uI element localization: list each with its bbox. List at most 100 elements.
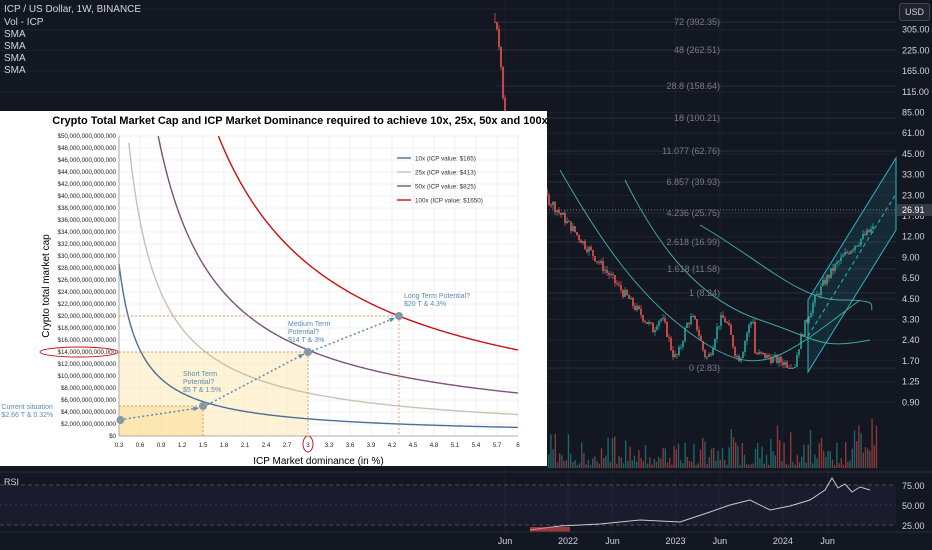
legend-label: 50x (ICP value: $825) (415, 184, 476, 191)
y-tick-label: $40,000,000,000,000 (58, 193, 117, 200)
volume-bar (631, 460, 633, 468)
volume-bar (662, 447, 664, 468)
x-tick-label: 1.2 (178, 442, 187, 449)
annotation-text: Long Term Potential? (404, 293, 470, 300)
volume-bar (845, 442, 847, 468)
indicator-sma-2[interactable]: SMA (4, 41, 26, 52)
y-tick-label: $32,000,000,000,000 (58, 241, 117, 248)
price-candle (720, 315, 722, 326)
volume-bar (765, 454, 768, 468)
price-candle (700, 336, 702, 341)
series-line-3 (157, 135, 519, 394)
current-price-tag (897, 204, 932, 216)
price-candle (550, 205, 552, 206)
price-candle (844, 252, 846, 255)
price-candle (786, 362, 788, 368)
volume-bar (796, 454, 798, 468)
volume-bar (728, 447, 730, 468)
volume-bar (719, 460, 721, 468)
price-candle (646, 322, 648, 324)
y-tick-label: $2,000,000,000,000 (61, 421, 117, 428)
volume-bar (587, 460, 589, 468)
legend-label: 100x (ICP value: $1650) (415, 198, 483, 205)
price-candle (838, 261, 840, 262)
volume-bar (842, 464, 845, 468)
y-tick-label: $18,000,000,000,000 (58, 325, 117, 332)
price-candle (716, 327, 718, 339)
price-candle (850, 251, 852, 254)
price-candle (872, 226, 874, 229)
fib-level-label: 11.077 (62.76) (662, 146, 720, 156)
fib-level-label: 4.236 (25.75) (666, 208, 720, 218)
volume-bar (563, 461, 565, 468)
price-candle (794, 367, 796, 368)
volume-bar (616, 464, 618, 468)
y-tick-label: $50,000,000,000,000 (58, 133, 117, 140)
price-axis-label: 1.25 (902, 377, 920, 387)
indicator-sma-3[interactable]: SMA (4, 53, 26, 64)
volume-bar (787, 464, 790, 468)
indicator-sma-4[interactable]: SMA (4, 65, 26, 76)
price-candle (620, 285, 622, 290)
volume-bar (776, 425, 779, 468)
price-candle (618, 284, 620, 285)
price-candle (562, 213, 564, 215)
y-tick-label: $46,000,000,000,000 (58, 157, 117, 164)
projection-point (304, 348, 312, 356)
time-axis-label: Jun (498, 536, 513, 546)
volume-bar (682, 463, 684, 468)
price-candle (706, 357, 708, 358)
volume-bar (583, 452, 585, 468)
price-candle (626, 290, 628, 295)
volume-bar (781, 461, 783, 468)
price-candle (576, 232, 578, 235)
volume-bar (871, 418, 873, 468)
medium-term-area (119, 352, 308, 436)
indicator-sma-1[interactable]: SMA (4, 29, 26, 40)
price-candle (684, 328, 686, 341)
price-candle (640, 309, 642, 315)
price-candle (848, 253, 850, 254)
price-candle (570, 222, 572, 231)
highlight-oval-y (39, 346, 119, 358)
x-tick-label: 0.9 (157, 442, 166, 449)
volume-bar (629, 446, 631, 468)
price-candle (614, 275, 616, 283)
price-candle (690, 316, 692, 324)
time-axis-label: 2023 (665, 536, 685, 546)
price-candle (736, 356, 738, 357)
currency-button[interactable]: USD (899, 3, 930, 21)
rsi-line (529, 477, 871, 531)
x-tick-label: 2.1 (241, 442, 250, 449)
volume-bar (790, 432, 792, 468)
time-axis-label: 2024 (773, 536, 793, 546)
price-candle (696, 319, 698, 330)
price-candle (808, 317, 810, 322)
price-axis-label: 45.00 (902, 149, 925, 159)
volume-bar (853, 430, 856, 468)
price-candle (858, 245, 860, 246)
price-axis-label: 1.70 (902, 356, 920, 366)
volume-bar (603, 458, 605, 468)
volume-bar (651, 464, 653, 468)
indicator-volume[interactable]: Vol - ICP (4, 17, 44, 28)
volume-bar (823, 451, 825, 468)
volume-bar (691, 461, 693, 468)
volume-bar (761, 446, 763, 468)
symbol-title[interactable]: ICP / US Dollar, 1W, BINANCE (4, 4, 142, 15)
volume-bar (743, 454, 746, 468)
price-candle (546, 190, 548, 195)
volume-bar (754, 448, 757, 468)
price-candle (804, 320, 806, 336)
price-axis-label: 33.00 (902, 170, 925, 180)
volume-bar (596, 461, 598, 468)
volume-bar (726, 464, 728, 468)
volume-bar (834, 464, 836, 468)
price-candle (604, 270, 606, 271)
series-line-2 (128, 142, 519, 416)
price-candle (724, 318, 726, 322)
volume-bar (576, 464, 578, 468)
price-candle (648, 322, 650, 324)
price-candle (670, 338, 672, 350)
price-axis-label: 4.50 (902, 294, 920, 304)
